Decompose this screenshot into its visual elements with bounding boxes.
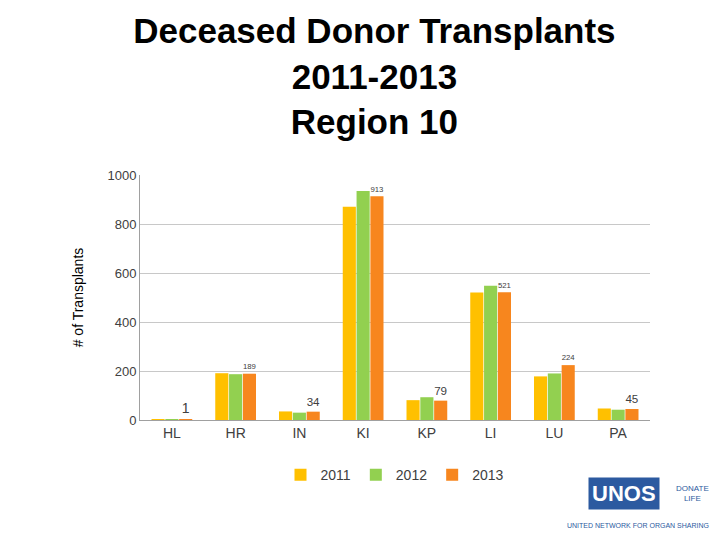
svg-text:Deceased Donor Transplants2011: Deceased Donor Transplants2011-2013Regio… bbox=[133, 11, 615, 141]
svg-text:2013: 2013 bbox=[472, 467, 503, 483]
svg-text:34: 34 bbox=[307, 395, 320, 408]
svg-text:521: 521 bbox=[498, 281, 511, 290]
svg-text:45: 45 bbox=[625, 392, 638, 405]
svg-text:400: 400 bbox=[115, 315, 137, 330]
svg-text:HL: HL bbox=[163, 425, 181, 441]
svg-text:2011: 2011 bbox=[321, 467, 351, 483]
svg-text:0: 0 bbox=[129, 413, 136, 428]
svg-text:79: 79 bbox=[434, 384, 447, 397]
svg-text:LI: LI bbox=[485, 425, 497, 441]
svg-text:PA: PA bbox=[609, 425, 627, 441]
svg-text:IN: IN bbox=[292, 425, 306, 441]
svg-text:HR: HR bbox=[226, 425, 246, 441]
svg-text:600: 600 bbox=[115, 266, 137, 281]
svg-text:KP: KP bbox=[418, 425, 437, 441]
svg-text:224: 224 bbox=[562, 353, 576, 362]
svg-text:200: 200 bbox=[115, 364, 137, 379]
svg-text:913: 913 bbox=[370, 185, 383, 194]
svg-text:189: 189 bbox=[243, 362, 256, 371]
svg-text:2012: 2012 bbox=[396, 467, 427, 483]
svg-text:LU: LU bbox=[545, 425, 563, 441]
svg-text:1000: 1000 bbox=[107, 168, 136, 183]
svg-text:UNOS: UNOS bbox=[592, 481, 656, 506]
svg-text:# of Transplants: # of Transplants bbox=[70, 248, 86, 348]
svg-text:UNITED NETWORK FOR ORGAN SHARI: UNITED NETWORK FOR ORGAN SHARING bbox=[567, 522, 709, 529]
svg-text:KI: KI bbox=[357, 425, 370, 441]
svg-text:DONATELIFE: DONATELIFE bbox=[676, 484, 709, 503]
svg-text:1: 1 bbox=[182, 400, 190, 416]
svg-text:800: 800 bbox=[115, 217, 137, 232]
